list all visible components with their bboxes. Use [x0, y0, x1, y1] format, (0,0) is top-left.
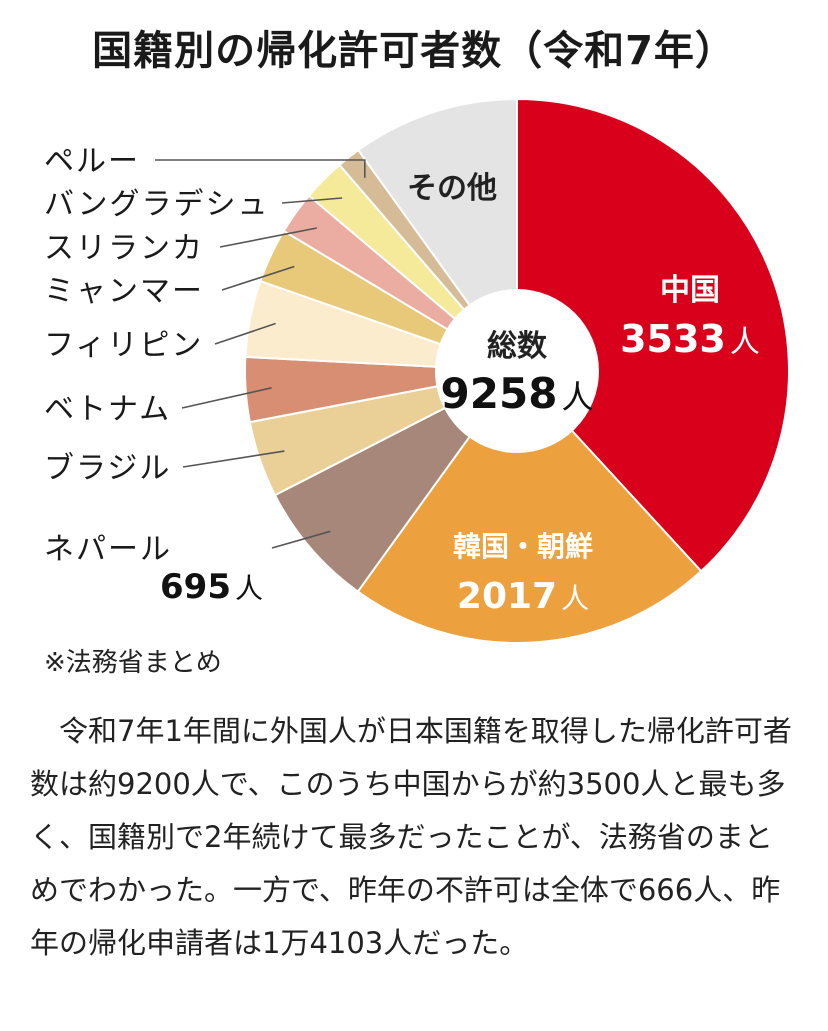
slice-label-4: ベトナム	[44, 392, 171, 427]
slice-label-10: その他	[407, 171, 497, 206]
slice-label-6: ミャンマー	[44, 274, 204, 309]
source-note: ※法務省まとめ	[44, 648, 222, 678]
chart-title: 国籍別の帰化許可者数（令和7年）	[92, 28, 736, 74]
center-total: 9258 人	[441, 369, 594, 418]
slice-label-0: 中国	[660, 273, 720, 308]
article-text: 令和7年1年間に外国人が日本国籍を取得した帰化許可者数は約9200人で、このうち…	[30, 714, 792, 960]
leader-line-4	[181, 387, 272, 409]
pie-slice-0	[516, 97, 790, 573]
leader-line-9	[155, 159, 366, 178]
leader-line-7	[219, 227, 317, 248]
slice-value-0: 3533 人	[620, 317, 760, 361]
center-label: 総数	[487, 329, 548, 364]
slice-label-5: フィリピン	[44, 328, 203, 363]
leader-line-3	[182, 450, 285, 468]
slice-label-1: 韓国・朝鮮	[453, 530, 593, 563]
slice-label-2: ネパール	[44, 532, 172, 567]
leader-line-2	[271, 530, 331, 549]
pie-slice-1	[356, 369, 703, 644]
leader-lines	[155, 159, 366, 549]
slice-value-2: 695 人	[160, 567, 263, 607]
center-hole	[435, 289, 599, 453]
leader-line-6	[221, 265, 295, 291]
slice-label-9: ペルー	[44, 144, 140, 179]
slice-label-7: スリランカ	[44, 231, 204, 266]
slice-label-3: ブラジル	[44, 451, 171, 486]
slice-value-1: 2017 人	[457, 576, 589, 617]
slice-label-8: バングラデシュ	[44, 187, 270, 222]
leader-line-5	[214, 322, 276, 345]
leader-line-8	[281, 197, 343, 204]
